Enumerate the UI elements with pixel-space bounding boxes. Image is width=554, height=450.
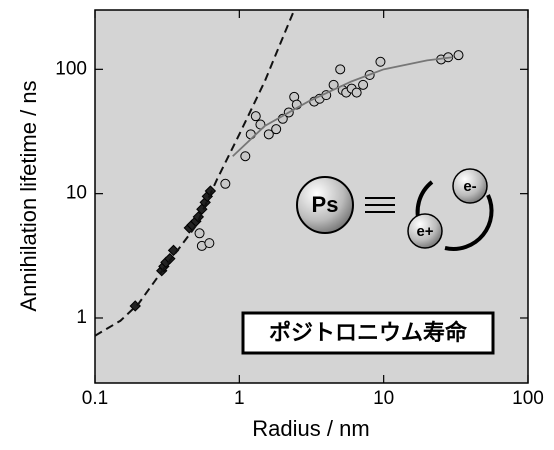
point [376, 57, 385, 66]
y-tick-label: 100 [55, 58, 87, 79]
point [336, 65, 345, 74]
point [251, 112, 260, 121]
y-axis-label: Annihilation lifetime / ns [16, 80, 41, 311]
ps-label: Ps [312, 192, 339, 217]
point [221, 179, 230, 188]
chart: Radius / nm Annihilation lifetime / ns 0… [0, 0, 554, 445]
point [352, 88, 361, 97]
x-tick-label: 0.1 [82, 388, 108, 409]
y-tick-label: 1 [76, 307, 87, 328]
x-tick-label: 10 [373, 388, 394, 409]
point [195, 229, 204, 238]
x-axis-label: Radius / nm [252, 416, 369, 441]
point [454, 51, 463, 60]
point [359, 80, 368, 89]
positron-label: e+ [416, 223, 433, 240]
point [241, 152, 250, 161]
x-tick-label: 1 [234, 388, 245, 409]
point [272, 125, 281, 134]
point [205, 239, 214, 248]
x-tick-label: 100 [512, 388, 544, 409]
annotation: ポジトロニウム寿命 [269, 320, 468, 345]
point [246, 130, 255, 139]
electron-label: e- [463, 178, 476, 195]
y-tick-label: 10 [66, 183, 87, 204]
